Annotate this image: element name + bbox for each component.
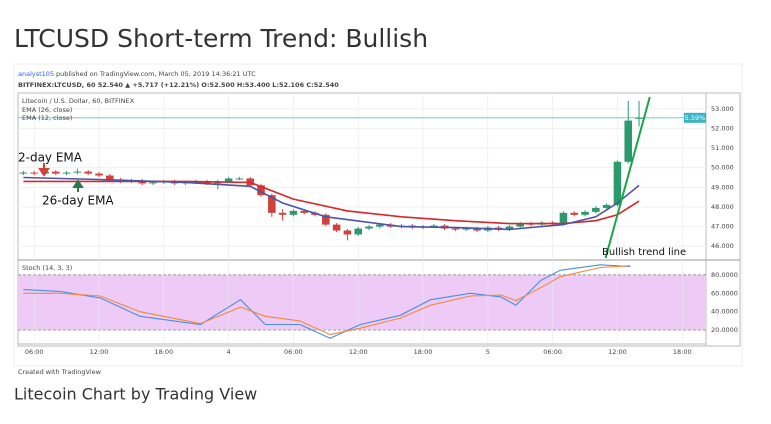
candle-body: [95, 173, 103, 176]
candle-body: [570, 212, 579, 215]
x-tick-label: 12:00: [90, 348, 109, 356]
candle-body: [624, 120, 633, 162]
trend-line: [604, 96, 651, 258]
stoch-band: [18, 274, 706, 331]
candle-body: [224, 178, 233, 182]
y-tick-label: 51.000: [711, 144, 734, 152]
candle-body: [505, 226, 514, 230]
candle-body: [343, 230, 352, 235]
ticker-line: BITFINEX:LTCUSD, 60 52.540 ▲ +5.717 (+12…: [18, 81, 339, 89]
chart-legend-title: Litecoin / U.S. Dollar, 60, BITFINEX: [22, 97, 135, 105]
candle-body: [30, 172, 38, 174]
trend-label: Bullish trend line: [602, 247, 686, 258]
candle-body: [430, 225, 438, 227]
candle-body: [300, 210, 308, 213]
y-tick-label: 53.000: [711, 105, 734, 113]
y-tick-label: 50.000: [711, 164, 734, 172]
price-tag: [684, 112, 706, 123]
x-tick-label: 12:00: [349, 348, 368, 356]
footer-note: Created with TradingView: [18, 368, 102, 376]
arrow-up: [72, 179, 84, 192]
annotation: 26-day EMA: [42, 194, 114, 208]
candle-body: [516, 223, 525, 227]
x-tick-label: 5: [486, 348, 490, 356]
ema-line: [23, 180, 640, 225]
candle-body: [473, 228, 481, 231]
y-tick-label: 60.0000: [711, 289, 738, 297]
y-tick-label: 52.000: [711, 124, 734, 132]
stoch-title: Stoch (14, 3, 3): [22, 264, 72, 272]
ema-line: [23, 176, 640, 231]
x-tick-label: 12:00: [608, 348, 627, 356]
candle-body: [592, 207, 600, 212]
x-tick-label: 4: [227, 348, 231, 356]
author: analyst105: [18, 70, 54, 78]
x-tick-label: 18:00: [154, 348, 173, 356]
candle-body: [106, 175, 114, 180]
x-tick-label: 06:00: [284, 348, 303, 356]
candle-body: [278, 212, 287, 215]
y-tick-label: 40.0000: [711, 308, 738, 316]
y-tick-label: 46.000: [711, 242, 734, 250]
y-tick-label: 49.000: [711, 183, 734, 191]
candle-body: [451, 228, 460, 230]
candle-body: [354, 228, 362, 235]
candle-body: [376, 224, 384, 227]
candle-body: [52, 171, 60, 174]
arrow-down: [38, 163, 50, 177]
candle-body: [268, 195, 276, 213]
y-tick-label: 80.0000: [711, 271, 738, 279]
published: published on TradingView.com, March 05, …: [56, 70, 256, 78]
candle-body: [257, 185, 265, 196]
candle-body: [62, 172, 71, 174]
candle-body: [84, 171, 92, 174]
candle-body: [332, 224, 341, 231]
caption: Litecoin Chart by Trading View: [14, 385, 257, 404]
candle-body: [559, 212, 568, 224]
candle-body: [365, 226, 373, 229]
y-tick-label: 47.000: [711, 223, 734, 231]
x-tick-label: 06:00: [543, 348, 562, 356]
candle-body: [635, 117, 643, 119]
legend-entry: EMA (12, close): [22, 114, 72, 122]
candle-body: [235, 178, 244, 180]
candle-body: [602, 204, 611, 208]
candle-body: [322, 214, 330, 225]
candle-body: [462, 228, 471, 230]
chart-frame: [17, 92, 741, 347]
article-title: LTCUSD Short-term Trend: Bullish: [14, 24, 428, 53]
y-tick-label: 48.000: [711, 203, 734, 211]
x-tick-label: 18:00: [414, 348, 433, 356]
x-tick-label: 18:00: [673, 348, 692, 356]
candle-body: [289, 210, 298, 215]
stoch-line: [23, 265, 631, 336]
stoch-line: [23, 264, 631, 339]
candle-body: [19, 172, 28, 174]
candle-body: [581, 211, 589, 215]
legend-entry: EMA (26, close): [22, 106, 72, 114]
y-tick-label: 20.0000: [711, 326, 738, 334]
x-tick-label: 06:00: [25, 348, 44, 356]
candle-body: [149, 182, 157, 184]
candle-body: [73, 171, 82, 173]
candle-body: [613, 161, 622, 205]
change-label: 5.59%: [685, 114, 706, 122]
annotation: 2-day EMA: [18, 151, 83, 165]
